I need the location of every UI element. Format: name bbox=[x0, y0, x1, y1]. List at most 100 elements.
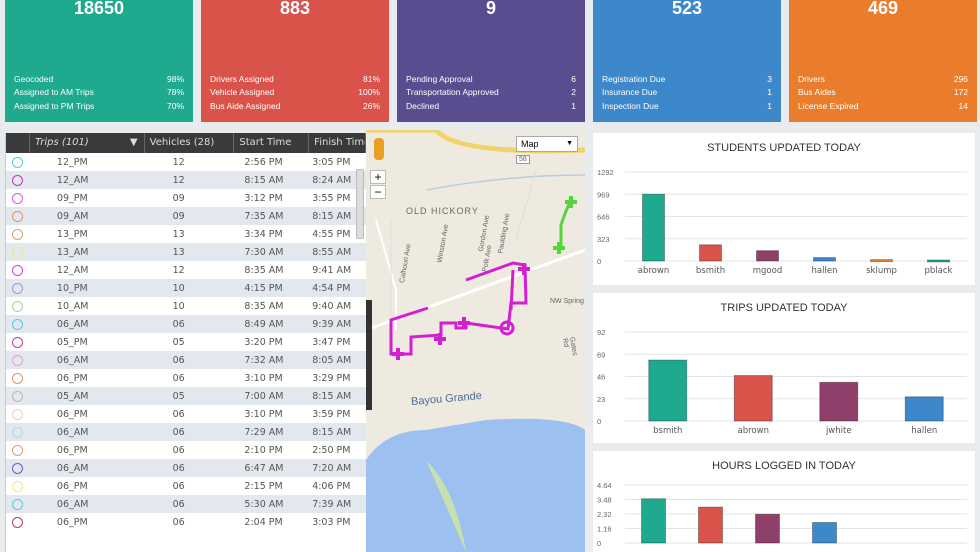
summary-card[interactable]: 469 Drivers 296 Bus Aides 172 License Expired… bbox=[789, 0, 977, 122]
summary-card[interactable]: 883 Drivers Assigned 81% Vehicle Assigned 10… bbox=[201, 0, 389, 122]
vehicle: 06 bbox=[172, 480, 185, 492]
table-row[interactable]: 06_PM 06 2:10 PM 2:50 PM bbox=[6, 441, 366, 459]
start-time-column-header[interactable]: Start Time bbox=[234, 133, 310, 153]
trip-name: 06_AM bbox=[56, 462, 89, 474]
summary-card[interactable]: 523 Registration Due 3 Insurance Due 1 Inspec… bbox=[593, 0, 781, 122]
table-row[interactable]: 12_AM 12 8:15 AM 8:24 AM bbox=[6, 171, 366, 189]
table-row[interactable]: 05_PM 05 3:20 PM 3:47 PM bbox=[6, 333, 366, 351]
y-tick-label: 0 bbox=[597, 257, 601, 266]
table-row[interactable]: 09_PM 09 3:12 PM 3:55 PM bbox=[6, 189, 366, 207]
finish-time: 8:15 AM bbox=[312, 210, 352, 222]
grid-scrollbar[interactable] bbox=[356, 169, 364, 239]
route-color-icon bbox=[12, 174, 23, 186]
start-time: 8:35 AM bbox=[244, 300, 284, 312]
table-row[interactable]: 06_AM 06 5:30 AM 7:39 AM bbox=[6, 495, 366, 513]
trips-column-header[interactable]: Trips (101) ▼ bbox=[30, 133, 145, 153]
stat-label: Vehicle Assigned bbox=[210, 87, 275, 97]
finish-time: 7:20 AM bbox=[312, 462, 352, 474]
bar bbox=[812, 522, 837, 544]
route-color-icon bbox=[12, 264, 23, 276]
table-row[interactable]: 06_PM 06 3:10 PM 3:59 PM bbox=[6, 405, 366, 423]
vehicle: 06 bbox=[172, 354, 185, 366]
stat-label: Transportation Approved bbox=[406, 87, 499, 97]
table-row[interactable]: 09_AM 09 7:35 AM 8:15 AM bbox=[6, 207, 366, 225]
x-tick-label: hallen bbox=[812, 266, 838, 276]
summary-card[interactable]: 9 Pending Approval 6 Transportation Approve… bbox=[397, 0, 585, 122]
bar bbox=[733, 375, 773, 422]
zoom-in-button[interactable]: + bbox=[370, 170, 386, 184]
table-row[interactable]: 05_AM 05 7:00 AM 8:15 AM bbox=[6, 387, 366, 405]
map-type-label: Map bbox=[521, 139, 539, 149]
map-street-label: NW Spring bbox=[550, 298, 584, 305]
route-color-icon bbox=[12, 300, 23, 312]
table-row[interactable]: 06_PM 06 2:04 PM 3:03 PM bbox=[6, 513, 366, 531]
start-time: 2:56 PM bbox=[244, 156, 283, 168]
street-view-pegman-icon[interactable] bbox=[374, 138, 384, 160]
finish-time-column-header[interactable]: Finish Time bbox=[309, 133, 366, 153]
vehicle: 05 bbox=[172, 336, 185, 348]
start-time: 2:10 PM bbox=[244, 444, 283, 456]
finish-time: 3:05 PM bbox=[312, 156, 351, 168]
vehicle: 06 bbox=[172, 372, 185, 384]
chart-title: STUDENTS UPDATED TODAY bbox=[707, 142, 861, 154]
vehicle: 06 bbox=[172, 444, 185, 456]
zoom-out-button[interactable]: − bbox=[370, 185, 386, 199]
stat-value: 81% bbox=[362, 73, 380, 84]
finish-time: 7:39 AM bbox=[312, 498, 352, 510]
vehicle: 09 bbox=[172, 210, 185, 222]
vehicle: 12 bbox=[172, 174, 185, 186]
filter-icon[interactable]: ▼ bbox=[129, 137, 138, 148]
grid-header: Trips (101) ▼ Vehicles (28) Start Time Fi… bbox=[6, 133, 366, 153]
table-row[interactable]: 06_PM 06 2:15 PM 4:06 PM bbox=[6, 477, 366, 495]
route-color-icon bbox=[12, 336, 23, 348]
card-value: 469 bbox=[867, 0, 899, 18]
card-value: 883 bbox=[279, 0, 311, 18]
table-row[interactable]: 06_AM 06 7:29 AM 8:15 AM bbox=[6, 423, 366, 441]
route-color-icon bbox=[12, 462, 23, 474]
trip-name: 13_PM bbox=[56, 228, 88, 240]
start-time: 7:30 AM bbox=[244, 246, 284, 258]
card-value: 523 bbox=[671, 0, 703, 18]
stat-label: Pending Approval bbox=[406, 73, 473, 84]
stat-label: Assigned to PM Trips bbox=[14, 100, 95, 111]
table-row[interactable]: 10_AM 10 8:35 AM 9:40 AM bbox=[6, 297, 366, 315]
finish-time: 3:29 PM bbox=[312, 372, 351, 384]
card-stat-row: Bus Aides 172 bbox=[798, 86, 968, 100]
card-stat-row: Vehicle Assigned 100% bbox=[210, 86, 380, 100]
map-type-select[interactable]: Map ▼ bbox=[516, 136, 578, 152]
table-row[interactable]: 13_PM 13 3:34 PM 4:55 PM bbox=[6, 225, 366, 243]
table-row[interactable]: 06_AM 06 7:32 AM 8:05 AM bbox=[6, 351, 366, 369]
bar bbox=[755, 513, 780, 544]
finish-time: 8:55 AM bbox=[312, 246, 352, 258]
vehicles-column-header[interactable]: Vehicles (28) bbox=[145, 133, 235, 153]
trip-name: 06_AM bbox=[56, 498, 89, 510]
stat-value: 26% bbox=[362, 100, 380, 111]
table-row[interactable]: 06_AM 06 8:49 AM 9:39 AM bbox=[6, 315, 366, 333]
trip-name: 12_AM bbox=[56, 174, 89, 186]
vehicle: 09 bbox=[172, 192, 185, 204]
finish-time: 8:05 AM bbox=[312, 354, 352, 366]
card-stat-row: Bus Aide Assigned 26% bbox=[210, 100, 380, 114]
y-tick-label: 3.48 bbox=[597, 496, 612, 505]
x-tick-label: pblack bbox=[925, 266, 953, 276]
table-row[interactable]: 06_PM 06 3:10 PM 3:29 PM bbox=[6, 369, 366, 387]
route-color-icon bbox=[12, 426, 23, 438]
trip-name: 09_AM bbox=[56, 210, 89, 222]
chevron-down-icon: ▼ bbox=[566, 140, 573, 147]
table-row[interactable]: 10_PM 10 4:15 PM 4:54 PM bbox=[6, 279, 366, 297]
route-map[interactable]: + − Map ▼ OLD HICKORY Bayou Grande Winsto… bbox=[366, 130, 585, 552]
stat-value: 1 bbox=[767, 100, 772, 111]
table-row[interactable]: 13_AM 13 7:30 AM 8:55 AM bbox=[6, 243, 366, 261]
route-color-icon bbox=[12, 228, 23, 240]
finish-time: 8:15 AM bbox=[312, 390, 352, 402]
table-row[interactable]: 06_AM 06 6:47 AM 7:20 AM bbox=[6, 459, 366, 477]
trip-name: 05_AM bbox=[56, 390, 89, 402]
color-column-header bbox=[6, 133, 30, 153]
table-row[interactable]: 12_AM 12 8:35 AM 9:41 AM bbox=[6, 261, 366, 279]
summary-card[interactable]: 18650 Geocoded 98% Assigned to AM Trips 78% A… bbox=[5, 0, 193, 122]
y-tick-label: 1.16 bbox=[597, 525, 612, 534]
start-time: 4:15 PM bbox=[244, 282, 283, 294]
chart-title: HOURS LOGGED IN TODAY bbox=[712, 460, 856, 472]
trip-name: 13_AM bbox=[56, 246, 89, 258]
table-row[interactable]: 12_PM 12 2:56 PM 3:05 PM bbox=[6, 153, 366, 171]
